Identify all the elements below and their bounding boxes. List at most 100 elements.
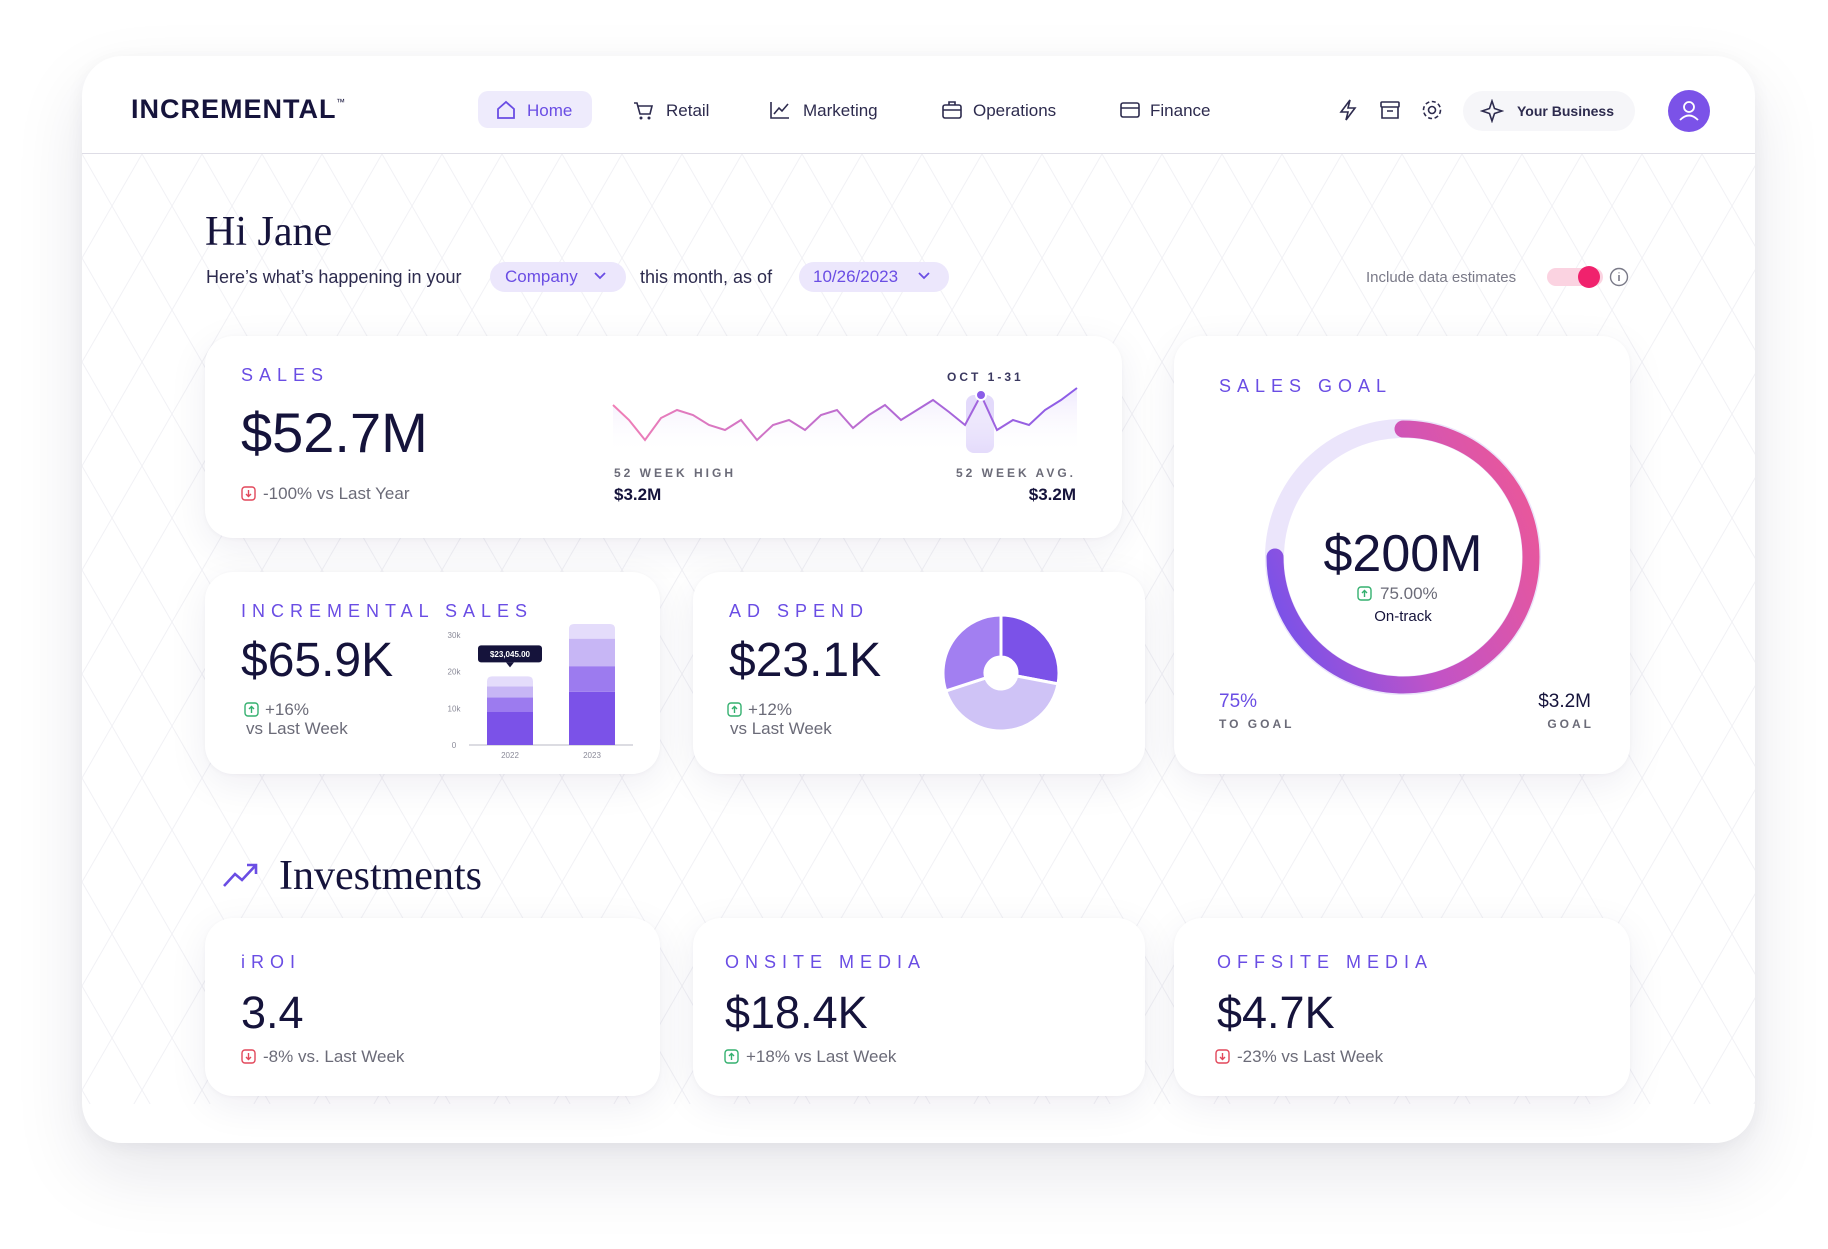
bar-segment — [569, 691, 615, 745]
x-tick-label: 2023 — [583, 751, 601, 760]
investment-card — [1174, 918, 1630, 1096]
trend-box — [241, 1049, 256, 1064]
company-label[interactable]: Company — [505, 267, 578, 286]
chevron-icon — [594, 272, 606, 280]
card-change: +12% — [748, 700, 792, 719]
company-dropdown[interactable] — [490, 262, 626, 292]
avg-label: 52 WEEK AVG. — [955, 466, 1076, 480]
card-value: 3.4 — [241, 987, 304, 1038]
progress-label: 75% — [1219, 691, 1258, 712]
trend-arrow — [1219, 1053, 1226, 1061]
finance-icon — [1120, 102, 1140, 118]
bar-segment — [569, 624, 615, 639]
marketing-icon — [770, 102, 789, 119]
card-label: ONSITE MEDIA — [725, 952, 927, 972]
operations-icon — [942, 101, 962, 119]
trend-icon — [241, 1049, 256, 1064]
y-tick-label: 0 — [452, 741, 457, 750]
high-label: 52 WEEK HIGH — [614, 466, 737, 480]
investments-icon — [223, 863, 258, 887]
logo[interactable]: INCREMENTAL — [131, 94, 337, 124]
card-value: $4.7K — [1217, 987, 1335, 1038]
trend-icon — [1357, 586, 1372, 601]
y-tick-label: 30k — [448, 631, 462, 640]
sparkline-area — [613, 388, 1077, 455]
goal-amount: $3.2M — [1538, 691, 1591, 712]
trend-arrow — [1361, 589, 1368, 597]
chevron-icon — [918, 272, 930, 280]
nav-item[interactable]: Finance — [1150, 101, 1211, 120]
x-tick-label: 2022 — [501, 751, 519, 760]
pie-slice — [999, 613, 1061, 686]
card-label: INCREMENTAL SALES — [241, 601, 534, 621]
trend-icon — [727, 702, 742, 717]
card-change: -23% vs Last Week — [1237, 1047, 1384, 1066]
card-label: SALES — [241, 365, 330, 385]
settings-icon[interactable] — [1420, 98, 1444, 122]
goal-change: 75.00% — [1380, 584, 1438, 603]
card-change: +18% vs Last Week — [746, 1047, 897, 1066]
to-goal-label: TO GOAL — [1219, 717, 1295, 731]
date-label[interactable]: 10/26/2023 — [813, 267, 899, 286]
bar-segment — [487, 697, 533, 712]
bar-segment — [487, 676, 533, 687]
business-label[interactable]: Your Business — [1517, 103, 1614, 119]
greeting-title: Hi Jane — [205, 209, 333, 255]
card-label: iROI — [241, 952, 301, 972]
greeting-text: this month, as of — [640, 267, 773, 287]
card-value: $52.7M — [241, 401, 428, 464]
archive-icon[interactable] — [1378, 98, 1402, 122]
card-change: +16% — [265, 700, 309, 719]
card-change: -8% vs. Last Week — [263, 1047, 405, 1066]
home-icon — [497, 100, 515, 119]
ring-inner — [1284, 438, 1522, 676]
toggle-label: Include data estimates — [1366, 269, 1517, 286]
investment-card — [693, 918, 1145, 1096]
estimates-toggle[interactable] — [1545, 262, 1645, 292]
avg-value: $3.2M — [1028, 485, 1076, 504]
card-value: $18.4K — [725, 987, 868, 1038]
sparkline-line — [612, 387, 1078, 442]
logo-mark: ™ — [336, 97, 345, 107]
card-label: OFFSITE MEDIA — [1217, 952, 1434, 972]
pie-slice — [941, 613, 1003, 693]
tooltip-box — [478, 645, 542, 663]
trend-box — [1215, 1049, 1230, 1064]
business-pill[interactable] — [1463, 91, 1635, 131]
trend-icon — [241, 486, 256, 501]
nav-item[interactable]: Operations — [973, 101, 1057, 120]
ad-spend-pie — [941, 613, 1061, 733]
y-tick-label: 20k — [448, 668, 462, 677]
bar-segment — [569, 638, 615, 667]
goal-label: GOAL — [1547, 717, 1594, 731]
period-label: OCT 1-31 — [947, 370, 1024, 384]
investment-card — [205, 918, 660, 1096]
bolt-icon[interactable] — [1336, 98, 1360, 122]
y-tick-label: 10k — [448, 704, 462, 713]
goal-status: On-track — [1374, 608, 1432, 625]
nav-item[interactable]: Marketing — [803, 101, 878, 120]
avatar[interactable] — [1667, 89, 1711, 133]
trend-arrow — [245, 1053, 252, 1061]
greeting-text: Here’s what’s happening in your — [206, 267, 462, 287]
card-value: $65.9K — [241, 634, 394, 687]
card-label: AD SPEND — [729, 601, 870, 621]
trend-icon — [244, 702, 259, 717]
high-value: $3.2M — [614, 485, 662, 504]
trend-box — [727, 702, 742, 717]
trend-arrow — [245, 490, 252, 498]
trend-arrow — [728, 1052, 735, 1060]
pie-slice — [944, 674, 1060, 733]
tooltip-text: $23,045.00 — [490, 650, 531, 659]
ad-spend-card — [693, 572, 1145, 774]
goal-progress-arc — [1266, 420, 1540, 694]
trend-icon — [724, 1049, 739, 1064]
nav-item[interactable]: Retail — [666, 101, 710, 120]
nav-item[interactable]: Home — [527, 101, 573, 120]
trend-arrow — [248, 705, 255, 713]
card-value: $23.1K — [729, 634, 882, 687]
card-change: -100% vs Last Year — [263, 484, 410, 503]
